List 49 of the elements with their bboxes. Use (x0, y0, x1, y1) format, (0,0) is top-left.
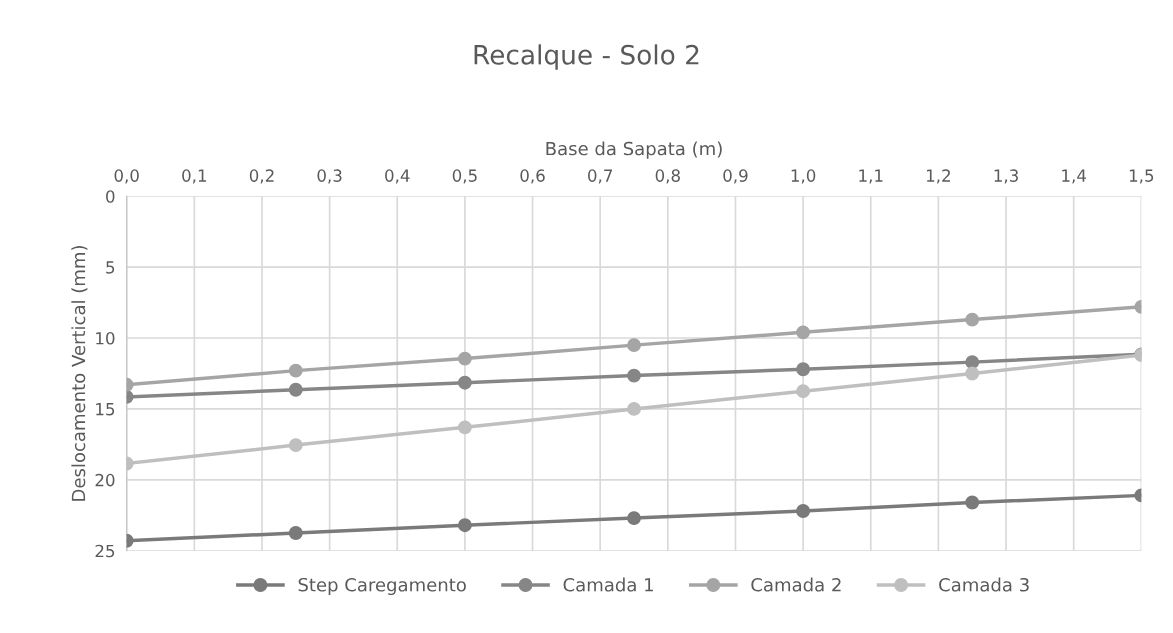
point (796, 504, 811, 518)
y-axis-title: Deslocamento Vertical (mm) (71, 245, 88, 501)
x-tick-label: 0,8 (655, 169, 680, 184)
point (627, 401, 641, 416)
point (796, 362, 811, 377)
point (288, 438, 303, 453)
y-tick-label: 15 (96, 403, 115, 416)
x-tick-label: 0,7 (588, 169, 613, 184)
legend-label: Step Caregamento (298, 577, 466, 596)
x-tick-label: 1,2 (926, 169, 950, 184)
x-tick-label: 0,5 (452, 169, 477, 184)
point (965, 366, 980, 381)
legend-label: Camada 2 (751, 577, 841, 592)
point (288, 363, 303, 378)
x-tick-label: 1,0 (791, 169, 816, 184)
point (796, 325, 811, 340)
point (457, 420, 472, 435)
point (796, 384, 811, 399)
y-tick-label: 5 (106, 261, 115, 274)
point (965, 312, 980, 327)
x-tick-label: 1,3 (994, 169, 1018, 184)
x-tick-label: 0,0 (114, 169, 139, 184)
y-tick-label: 10 (96, 331, 115, 345)
legend-label: Camada 1 (563, 577, 653, 592)
point (457, 351, 472, 366)
x-tick-label: 1,4 (1062, 169, 1086, 184)
y-tick-label: 20 (95, 473, 115, 487)
x-tick-label: 0,9 (723, 169, 748, 184)
point (288, 382, 303, 397)
y-tick-label: 0 (106, 190, 115, 203)
point (627, 368, 641, 383)
point (965, 495, 980, 510)
legend-label: Camada 3 (939, 577, 1029, 592)
y-tick-label: 25 (95, 544, 115, 558)
point (457, 518, 472, 533)
point (965, 355, 980, 370)
x-axis-title: Base da Sapata (m) (546, 141, 722, 159)
chart-title: Recalque - Solo 2 (474, 44, 699, 70)
point (288, 526, 303, 540)
x-tick-label: 0,2 (249, 169, 274, 184)
point (627, 338, 641, 353)
point (627, 511, 641, 526)
point (457, 375, 472, 390)
x-tick-label: 0,1 (182, 169, 207, 184)
x-tick-label: 0,4 (385, 169, 410, 184)
x-tick-label: 0,3 (317, 169, 342, 184)
x-tick-label: 0,6 (520, 169, 545, 184)
x-tick-label: 1,5 (1129, 169, 1154, 184)
x-tick-label: 1,1 (859, 169, 883, 184)
